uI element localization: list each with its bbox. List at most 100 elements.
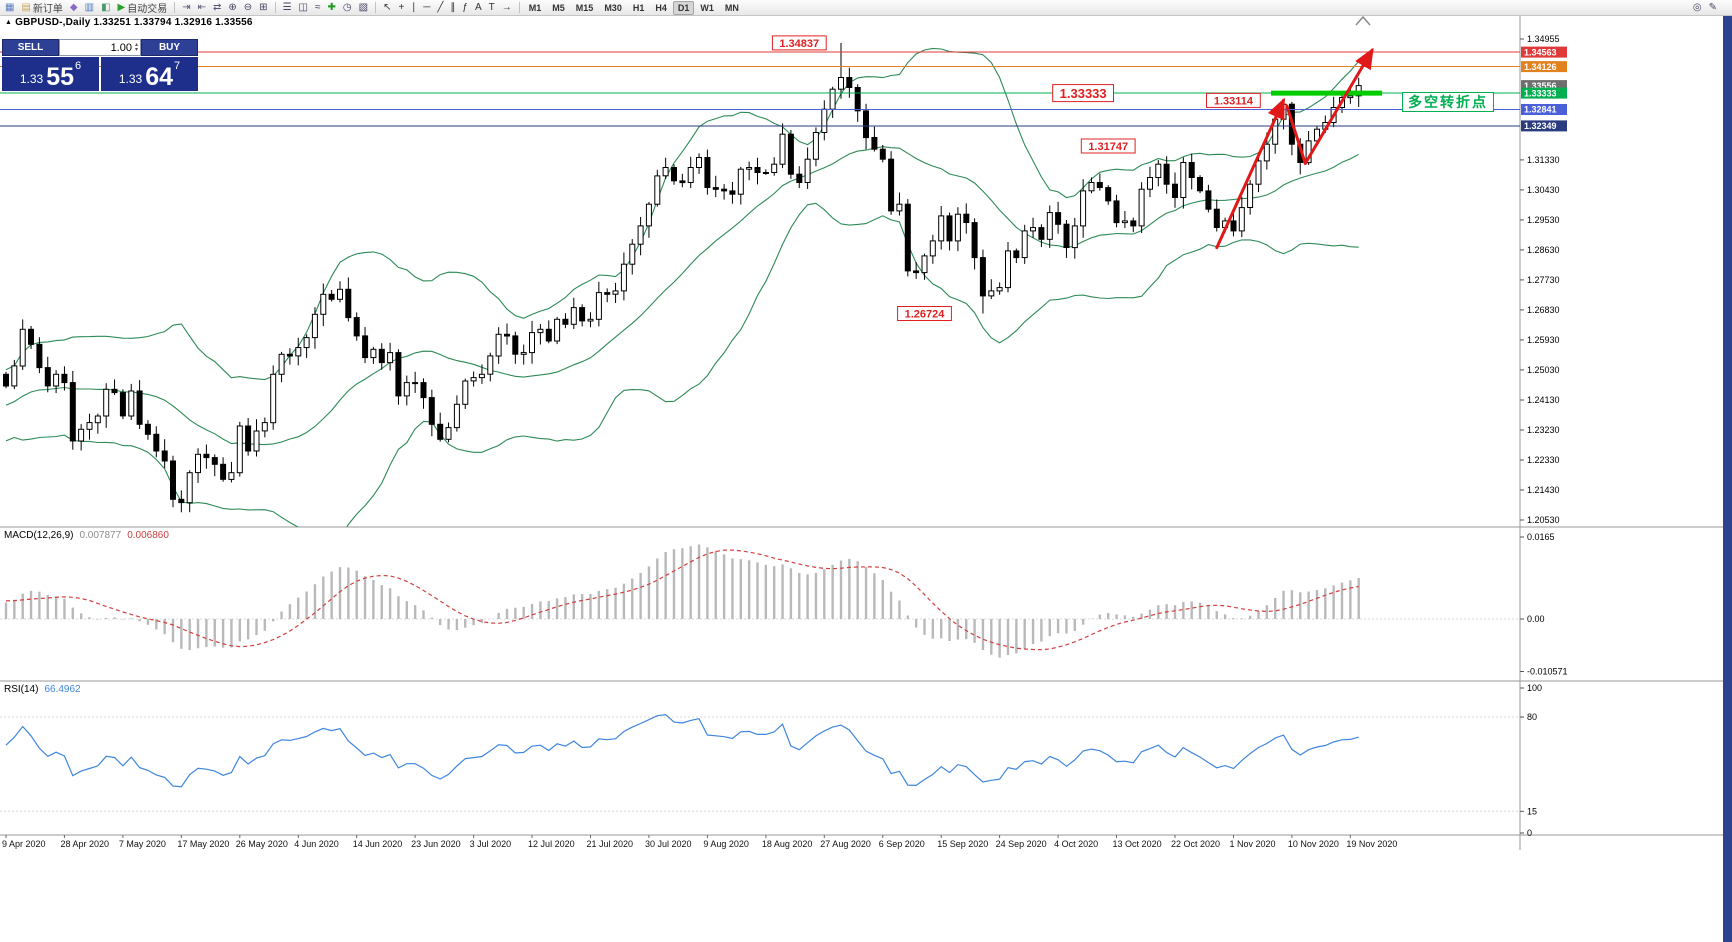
expert-advisors-icon[interactable]: ◆: [67, 1, 81, 15]
crosshair-icon[interactable]: +: [395, 1, 407, 15]
spinner-up-icon[interactable]: ▴: [134, 41, 138, 48]
macd-signal-value: 0.006860: [127, 530, 169, 541]
candle-body: [604, 292, 611, 295]
candle-body: [487, 355, 494, 375]
chart-window-icon[interactable]: ▦: [2, 1, 17, 15]
price-scale-background: [1521, 16, 1723, 850]
zoom-in-icon[interactable]: ⊕: [225, 1, 239, 15]
indicators-icon[interactable]: ✚: [324, 1, 338, 15]
candle-body: [554, 318, 561, 342]
timeframe-button-m1[interactable]: M1: [528, 2, 542, 13]
cursor-icon-glyph: ↖: [383, 1, 392, 13]
search-icon-glyph: ◎: [1692, 1, 1702, 13]
svg-text:1.26830: 1.26830: [1527, 305, 1560, 315]
timeframe-button-m15[interactable]: M15: [575, 2, 594, 13]
candle-body: [1138, 188, 1145, 227]
buy-button[interactable]: BUY: [141, 39, 198, 56]
candle-body: [871, 137, 878, 150]
candle-body: [220, 463, 227, 480]
price-badge: [1521, 120, 1567, 132]
price-badge: [1521, 46, 1567, 58]
price-annotation: 1.26724: [897, 306, 952, 321]
line-chart-icon[interactable]: ≈: [312, 1, 324, 15]
date-label: 23 Jun 2020: [411, 839, 461, 849]
bar-chart-icon-glyph: ☰: [282, 1, 292, 13]
periods-icon[interactable]: ◷: [340, 1, 355, 15]
cursor-icon[interactable]: ↖: [380, 1, 394, 15]
candle-body: [1013, 250, 1020, 259]
chart-shift-icon[interactable]: ⇄: [210, 1, 224, 15]
templates-icon[interactable]: ▧: [356, 1, 371, 15]
search-icon[interactable]: ◎: [1690, 1, 1705, 15]
candle-body: [645, 203, 652, 227]
candle-body: [370, 348, 377, 359]
candle-body: [804, 158, 811, 183]
macd-panel: [0, 544, 1520, 658]
scroll-to-end-icon[interactable]: ⇥: [179, 1, 193, 15]
candle-body: [44, 367, 51, 387]
market-watch-icon[interactable]: ▥: [82, 1, 97, 15]
tile-windows-icon[interactable]: ⊞: [256, 1, 270, 15]
timeframe-button-mn[interactable]: MN: [724, 2, 739, 13]
date-label: 9 Apr 2020: [2, 839, 46, 849]
price-badge: [1521, 61, 1567, 73]
arrows-tool-icon[interactable]: →: [499, 1, 515, 15]
price-annotation: 1.33114: [1206, 92, 1261, 108]
candle-body: [879, 148, 886, 160]
navigator-icon[interactable]: ◧: [98, 1, 113, 15]
top-toolbar: ▦ ▤ 新订单 ◆ ▥ ◧ ▶ 自动交易 ⇥ ⇤ ⇄ ⊕ ⊖ ⊞ ☰ ◫ ≈ ✚ ◷ ▧ ↖ + ∣ ─ ╱ ∥ ƒ A T → M1 M5 M…: [0, 0, 1732, 16]
toolbar-separator: [375, 2, 377, 13]
vertical-line-icon[interactable]: ∣: [408, 1, 419, 15]
date-label: 13 Oct 2020: [1113, 839, 1162, 849]
candle-body: [729, 190, 736, 195]
timeframe-button-h4[interactable]: H4: [655, 2, 667, 13]
candle-body: [696, 157, 702, 168]
price-badge: [1521, 104, 1567, 115]
channel-icon[interactable]: ∥: [447, 1, 458, 15]
vertical-line-icon-glyph: ∣: [411, 1, 417, 13]
timeframe-button-m5[interactable]: M5: [552, 2, 565, 13]
timeframe-button-w1[interactable]: W1: [700, 2, 714, 13]
candle-body: [520, 352, 527, 355]
date-label: 17 May 2020: [177, 839, 229, 849]
candle-body: [337, 288, 343, 300]
timeframe-button-h1[interactable]: H1: [632, 2, 645, 13]
zoom-out-icon[interactable]: ⊖: [241, 1, 255, 15]
candle-body: [78, 428, 85, 442]
bar-chart-icon[interactable]: ☰: [280, 1, 295, 15]
price-badge: [1521, 87, 1567, 99]
auto-scroll-icon[interactable]: ⇤: [195, 1, 209, 15]
trendline-icon[interactable]: ╱: [434, 1, 446, 15]
candle-body: [195, 453, 201, 474]
sell-price-tile[interactable]: 1.33 55 6: [2, 57, 99, 91]
text-icon[interactable]: A: [472, 1, 485, 15]
trend-arrow: [1285, 47, 1374, 165]
candle-body: [1180, 162, 1187, 198]
autotrade-button-label: 自动交易: [127, 4, 168, 15]
buy-price-tile[interactable]: 1.33 64 7: [101, 57, 198, 91]
volume-value[interactable]: 1.00: [110, 41, 132, 54]
horizontal-line-icon[interactable]: ─: [420, 1, 433, 15]
candle-body: [754, 167, 761, 173]
new-order-button[interactable]: ▤ 新订单: [18, 1, 65, 15]
svg-text:1.34837: 1.34837: [779, 38, 819, 50]
candle-body: [462, 380, 469, 405]
candle-body: [821, 108, 828, 133]
volume-spinner[interactable]: ▴ ▾: [134, 41, 138, 53]
date-label: 30 Jul 2020: [645, 839, 692, 849]
autotrade-button[interactable]: ▶ 自动交易: [115, 1, 171, 15]
candlestick-icon[interactable]: ◫: [296, 1, 311, 15]
spinner-down-icon[interactable]: ▾: [134, 46, 138, 53]
edit-icon[interactable]: ✎: [1706, 1, 1720, 15]
svg-text:0.0165: 0.0165: [1527, 532, 1555, 542]
volume-field[interactable]: 1.00 ▴ ▾: [59, 39, 141, 56]
candle-body: [1063, 223, 1070, 248]
sell-button[interactable]: SELL: [2, 39, 59, 56]
fibonacci-icon[interactable]: ƒ: [459, 1, 471, 15]
window-right-edge: [1723, 0, 1732, 942]
timeframe-button-m30[interactable]: M30: [604, 2, 622, 13]
candle-body: [270, 373, 277, 424]
timeframe-button-d1[interactable]: D1: [672, 0, 695, 15]
label-icon[interactable]: T: [486, 1, 498, 15]
